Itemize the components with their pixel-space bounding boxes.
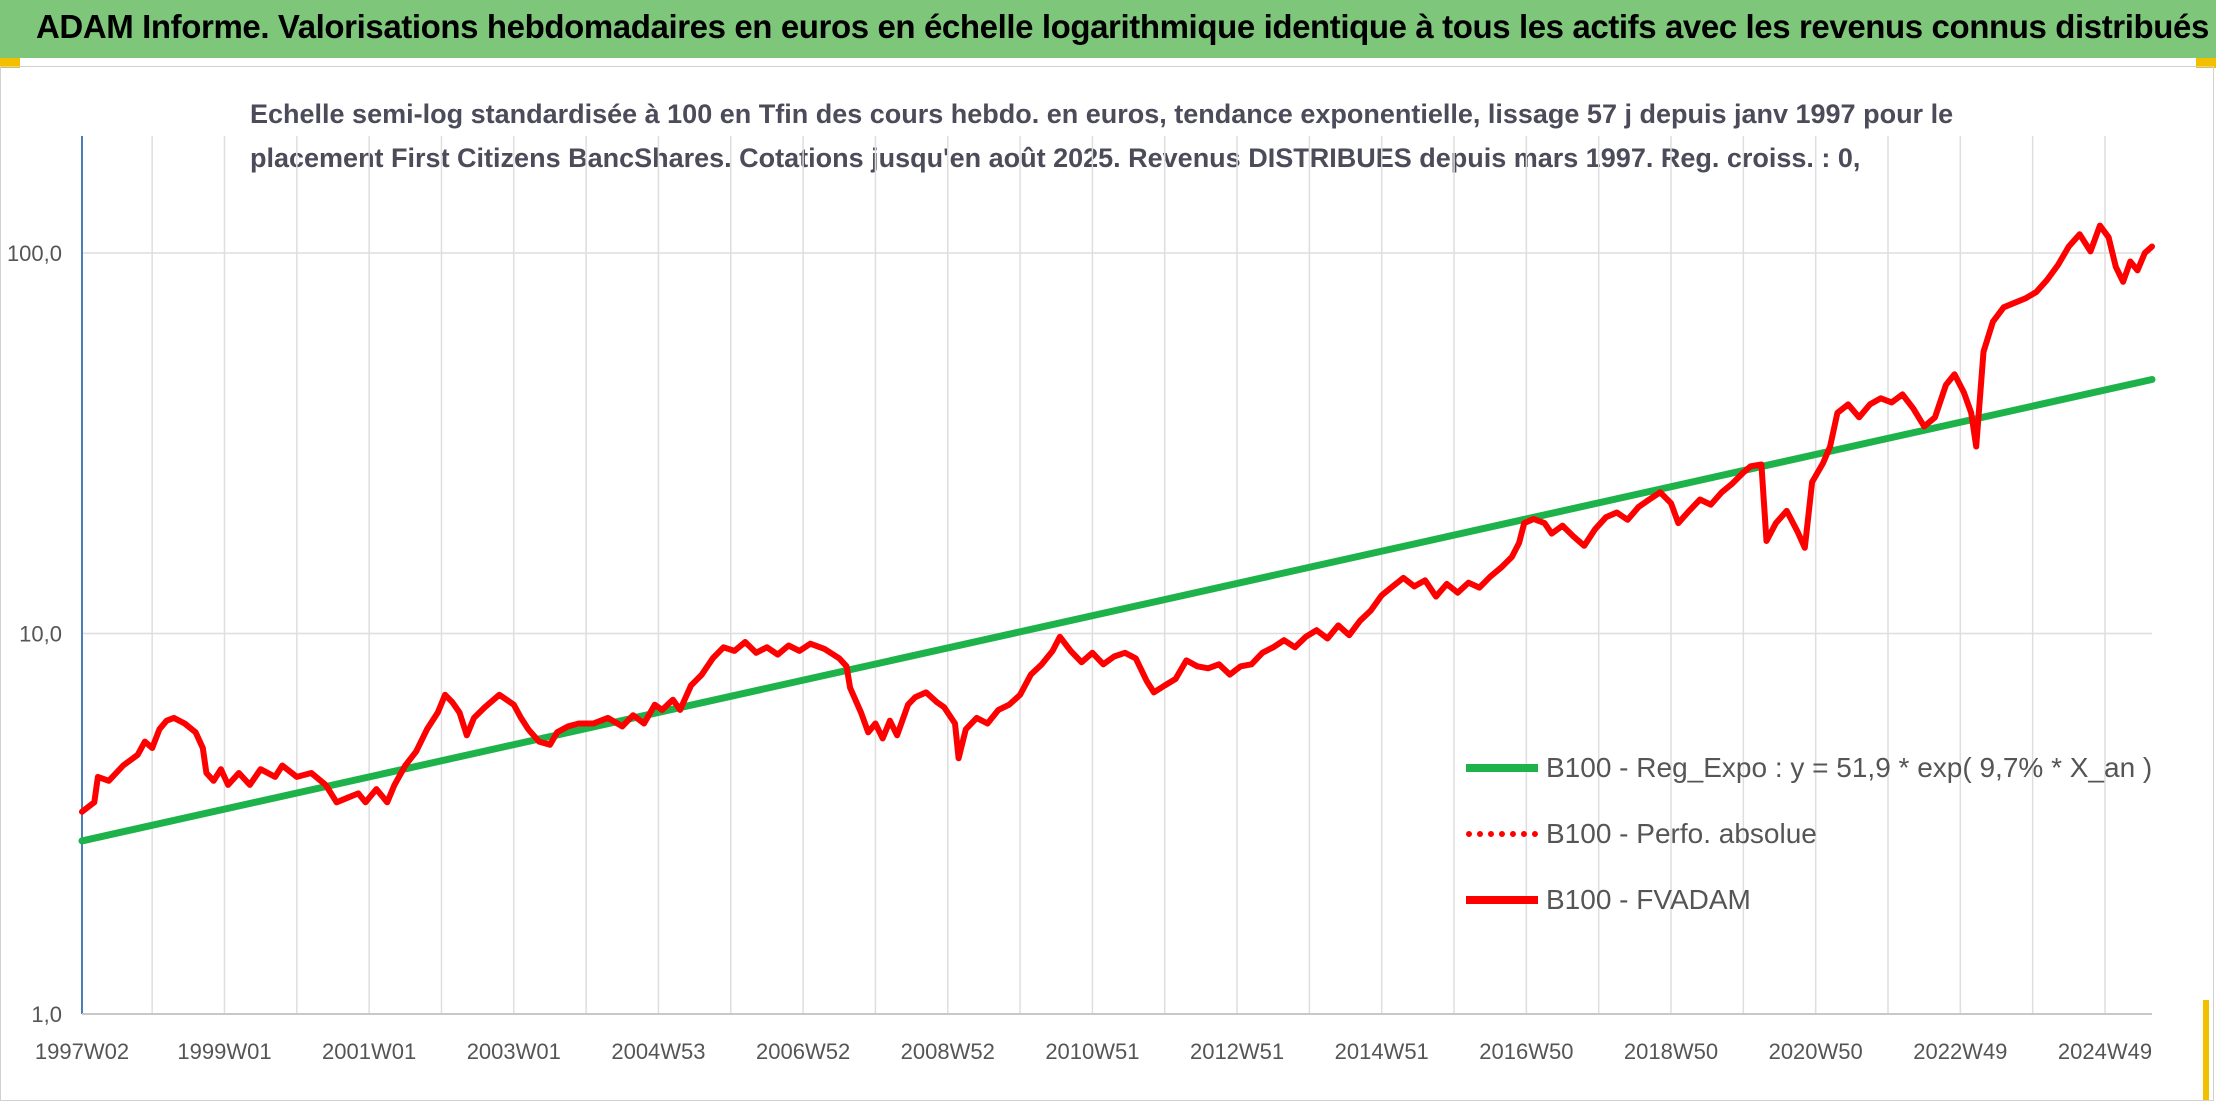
x-tick-label: 2018W50: [1624, 1039, 1718, 1064]
chart-subtitle-line-2: placement First Citizens BancShares. Cot…: [250, 143, 1861, 173]
x-tick-label: 2004W53: [611, 1039, 705, 1064]
x-tick-label: 2012W51: [1190, 1039, 1284, 1064]
corner-mark-left: [0, 58, 20, 68]
x-tick-label: 2010W51: [1045, 1039, 1139, 1064]
y-tick-label: 1,0: [31, 1002, 62, 1027]
x-tick-label: 2001W01: [322, 1039, 416, 1064]
legend-item-perfo-absolue: B100 - Perfo. absolue: [1466, 801, 2152, 867]
trend-line-reg-expo: [78, 376, 2156, 845]
x-tick-label: 1997W02: [35, 1039, 129, 1064]
chart-frame: [0, 66, 2214, 1101]
y-tick-label: 100,0: [7, 241, 62, 266]
x-tick-label: 2003W01: [467, 1039, 561, 1064]
series-lines: [78, 222, 2156, 845]
legend-label-reg-expo: B100 - Reg_Expo : y = 51,9 * exp( 9,7% *…: [1546, 752, 2153, 783]
x-tick-label: 2022W49: [1913, 1039, 2007, 1064]
axes: 1,0 10,0 100,0 1997W02 1999W01 2001W01 2003W01…: [7, 136, 2152, 1064]
x-tick-label: 2016W50: [1479, 1039, 1573, 1064]
title-banner: ADAM Informe. Valorisations hebdomadaire…: [0, 0, 2216, 58]
x-tick-label: 2006W52: [756, 1039, 850, 1064]
side-marker: [2203, 1000, 2209, 1100]
legend-swatch-red-dotted: [1466, 831, 1538, 837]
x-tick-label: 2008W52: [901, 1039, 995, 1064]
page-title: ADAM Informe. Valorisations hebdomadaire…: [36, 8, 2209, 45]
series-line-fvadam: [79, 222, 2155, 815]
legend-item-reg-expo: B100 - Reg_Expo : y = 51,9 * exp( 9,7% *…: [1466, 735, 2152, 801]
x-tick-label: 2014W51: [1335, 1039, 1429, 1064]
corner-mark-right: [2196, 58, 2216, 68]
x-tick-label: 2020W50: [1769, 1039, 1863, 1064]
legend-label-perfo-absolue: B100 - Perfo. absolue: [1546, 818, 1817, 849]
chart-subtitle-line-1: Echelle semi-log standardisée à 100 en T…: [250, 99, 1954, 129]
x-tick-label: 2024W49: [2058, 1039, 2152, 1064]
y-tick-label: 10,0: [19, 622, 62, 647]
x-tick-label: 1999W01: [177, 1039, 271, 1064]
grid-lines: [82, 136, 2152, 1015]
legend-swatch-green: [1466, 764, 1538, 772]
chart-subtitle: Echelle semi-log standardisée à 100 en T…: [250, 92, 1954, 180]
legend-item-fvadam: B100 - FVADAM: [1466, 867, 2152, 933]
legend-swatch-red: [1466, 896, 1538, 904]
legend: B100 - Reg_Expo : y = 51,9 * exp( 9,7% *…: [1466, 735, 2152, 933]
legend-label-fvadam: B100 - FVADAM: [1546, 884, 1751, 915]
